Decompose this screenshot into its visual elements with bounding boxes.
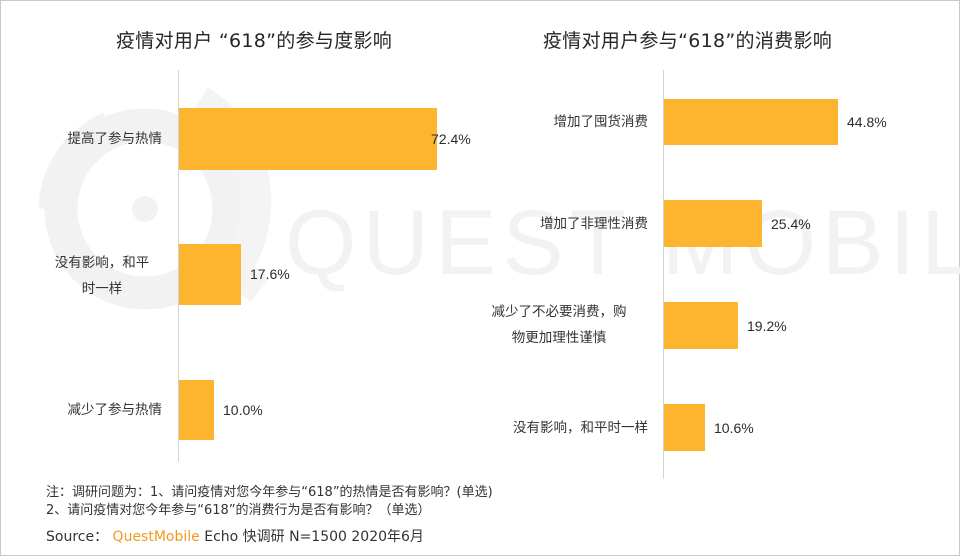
category-label: 减少了参与热情 bbox=[67, 402, 163, 418]
value-label: 44.8% bbox=[847, 114, 887, 130]
y-axis-line bbox=[663, 70, 664, 479]
chart-title-consumption: 疫情对用户参与“618”的消费影响 bbox=[543, 30, 833, 52]
value-label: 72.4% bbox=[431, 131, 471, 147]
bar-stockpiling bbox=[664, 99, 838, 145]
value-label: 10.0% bbox=[223, 402, 263, 418]
survey-note-line1: 注：调研问题为：1、请问疫情对您今年参与“618”的热情是否有影响？(单选) bbox=[46, 485, 493, 500]
bar-no-impact-consumption bbox=[664, 404, 705, 451]
bar-irrational-spending bbox=[664, 200, 762, 247]
value-label: 10.6% bbox=[714, 420, 754, 436]
source-suffix: Echo 快调研 N=1500 2020年6月 bbox=[204, 529, 424, 545]
category-label: 增加了囤货消费 bbox=[553, 114, 649, 130]
category-label: 增加了非理性消费 bbox=[540, 216, 648, 232]
category-label: 减少了不必要消费，购 物更加理性谨慎 bbox=[491, 304, 627, 346]
category-label: 没有影响，和平时一样 bbox=[513, 420, 648, 436]
survey-note-line2: 2、请问疫情对您今年参与“618”的消费行为是否有影响？（单选） bbox=[46, 503, 431, 518]
value-label: 17.6% bbox=[250, 266, 290, 282]
bar-no-impact bbox=[179, 244, 241, 305]
value-label: 25.4% bbox=[771, 216, 811, 232]
bar-decreased-enthusiasm bbox=[179, 380, 214, 440]
source-line: Source： QuestMobile Echo 快调研 N=1500 2020… bbox=[46, 526, 424, 546]
category-label: 没有影响，和平 时一样 bbox=[54, 255, 150, 297]
chart-title-participation: 疫情对用户 “618”的参与度影响 bbox=[116, 30, 393, 52]
y-axis-line bbox=[178, 70, 179, 462]
category-label: 提高了参与热情 bbox=[67, 131, 163, 147]
bar-increased-enthusiasm bbox=[179, 108, 437, 170]
bar-rational-spending bbox=[664, 302, 738, 349]
source-prefix: Source： bbox=[46, 529, 109, 545]
source-brand: QuestMobile bbox=[112, 529, 200, 545]
value-label: 19.2% bbox=[747, 318, 787, 334]
